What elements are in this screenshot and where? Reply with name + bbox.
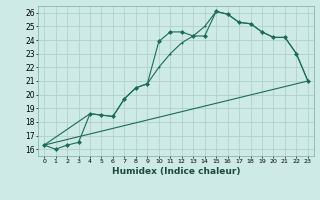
X-axis label: Humidex (Indice chaleur): Humidex (Indice chaleur) xyxy=(112,167,240,176)
